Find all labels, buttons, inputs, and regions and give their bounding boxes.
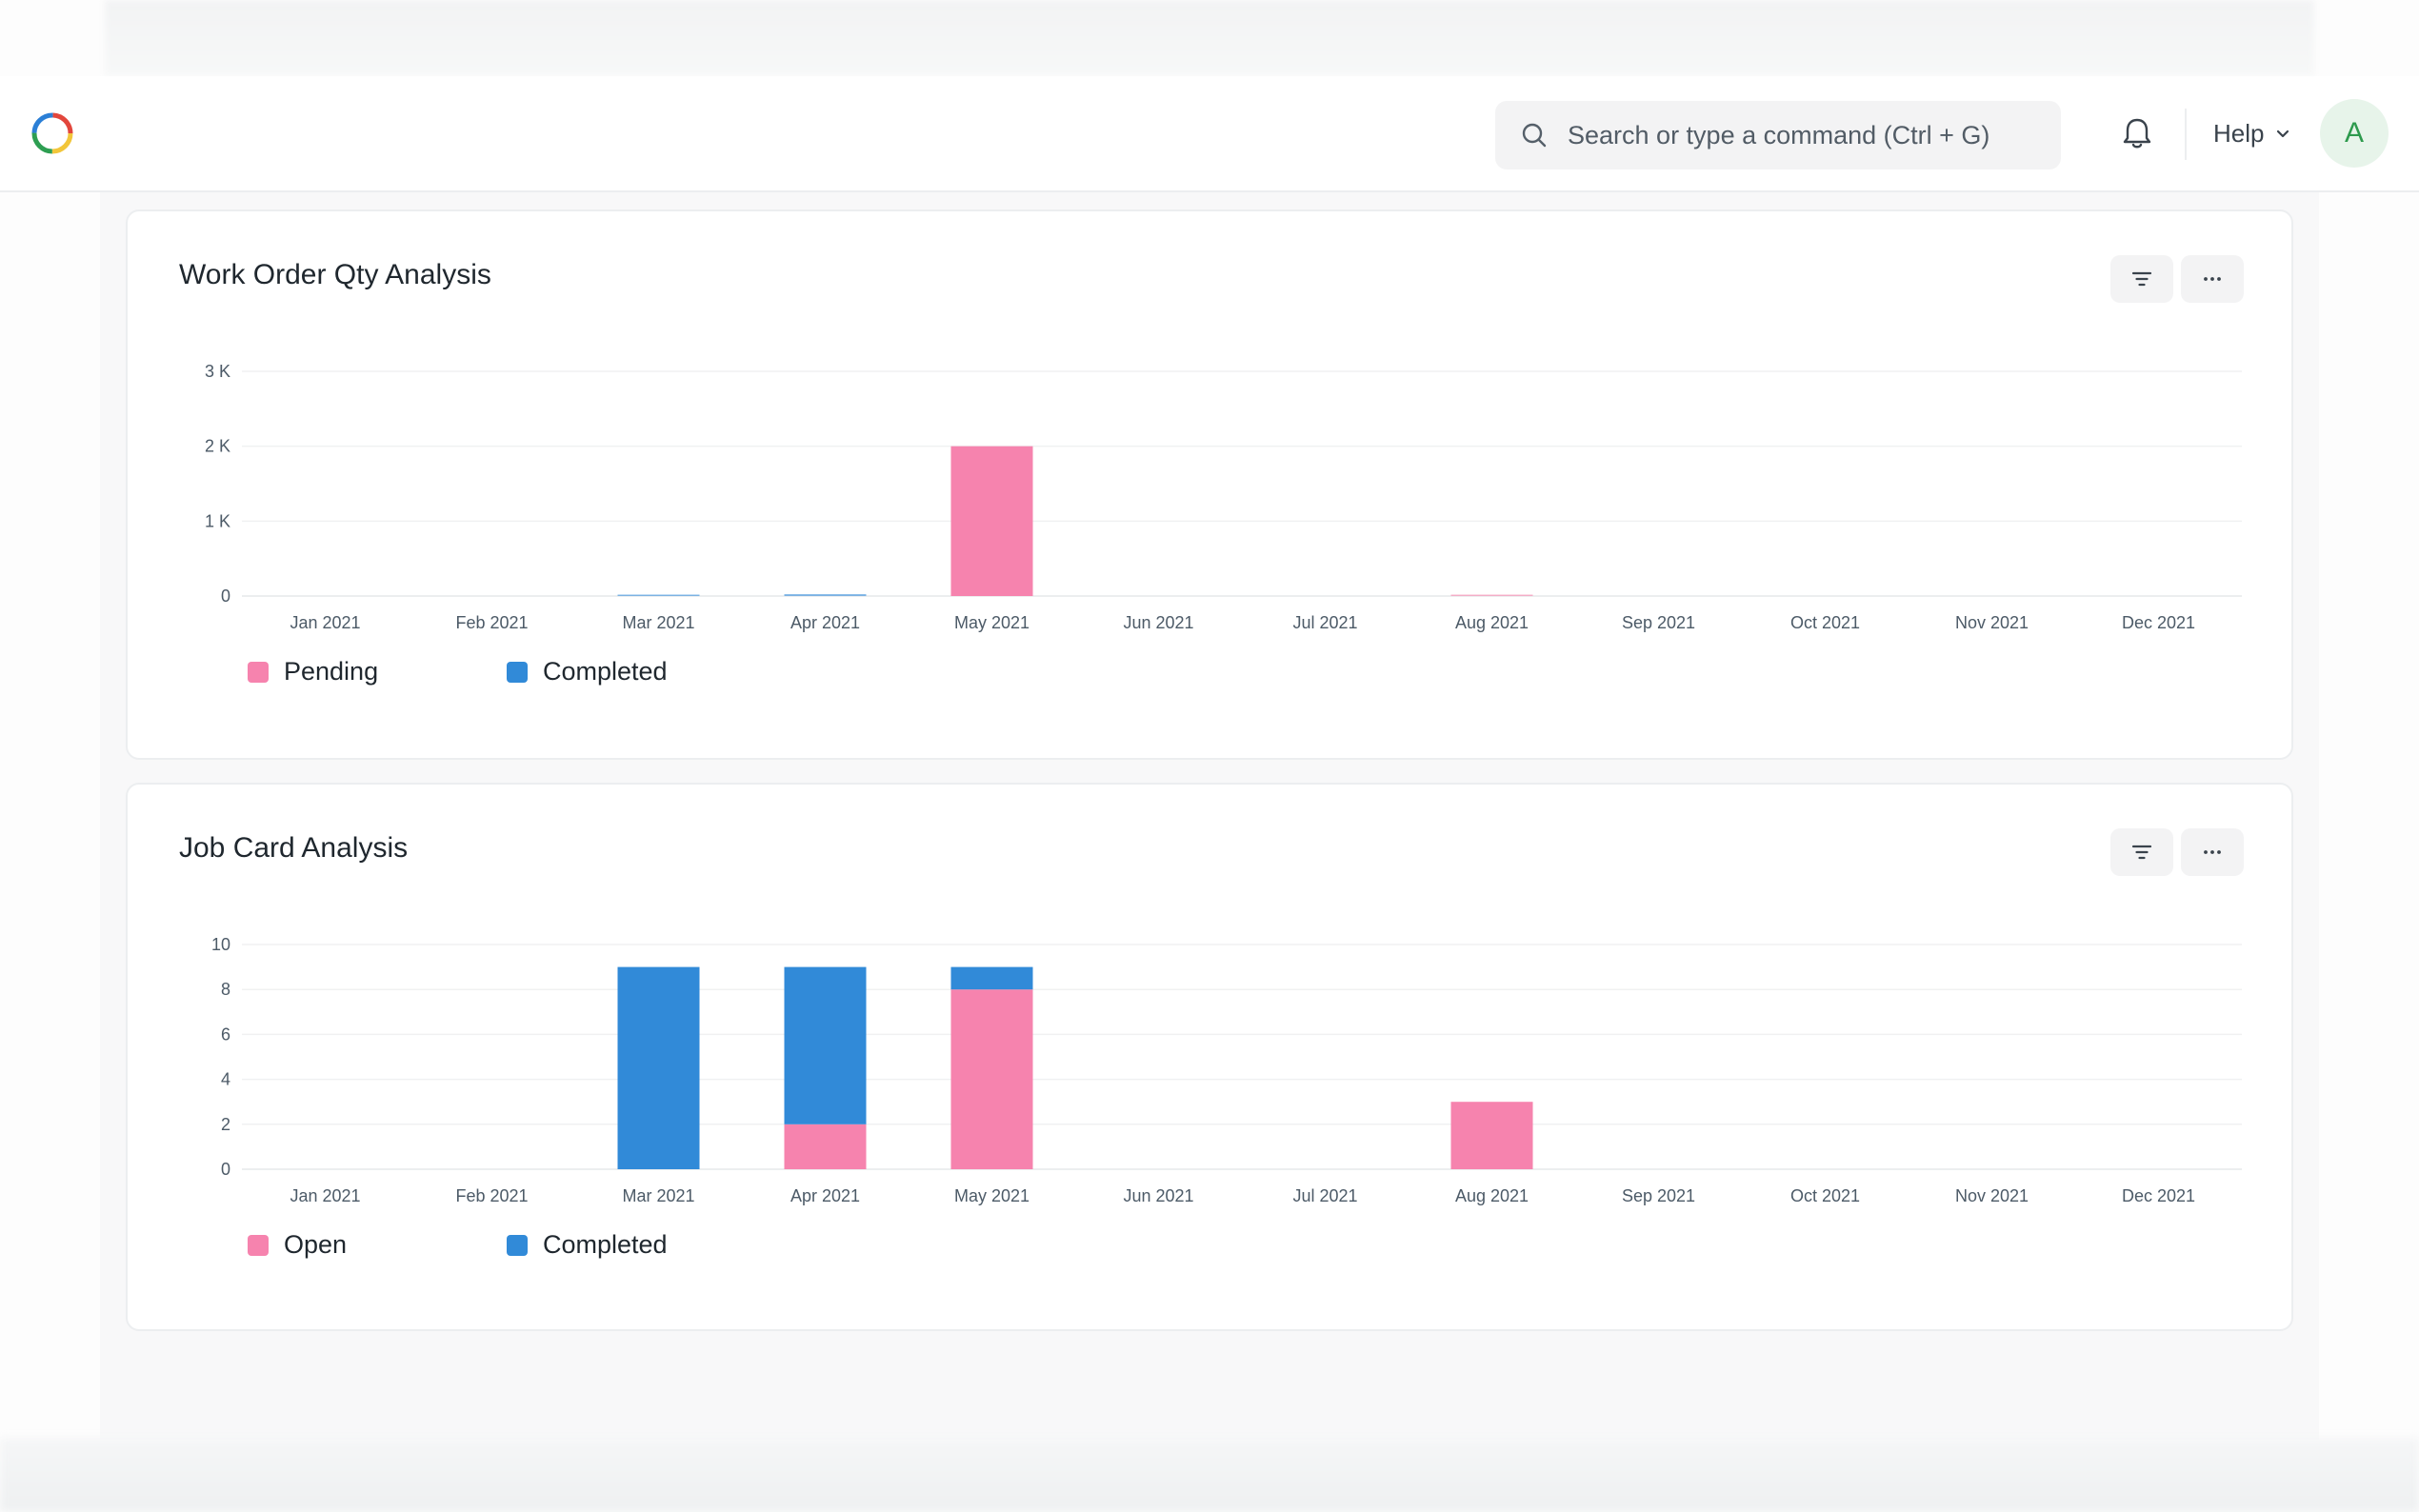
background-blur-top: [105, 0, 2314, 76]
legend-item-completed[interactable]: Completed: [507, 1230, 766, 1260]
filter-button[interactable]: [2110, 828, 2173, 876]
y-tick-label: 6: [221, 1025, 230, 1044]
x-tick-label: Sep 2021: [1622, 1186, 1695, 1205]
bar-open-3: [784, 1124, 867, 1169]
x-tick-label: Aug 2021: [1455, 1186, 1529, 1205]
app-logo-icon[interactable]: [30, 111, 74, 155]
y-tick-label: 3 K: [205, 362, 230, 381]
x-tick-label: Mar 2021: [622, 613, 694, 632]
chevron-down-icon: [2277, 129, 2289, 138]
bar-open-4: [950, 989, 1033, 1169]
help-label: Help: [2213, 118, 2265, 148]
x-tick-label: Jun 2021: [1123, 1186, 1193, 1205]
y-tick-label: 0: [221, 587, 230, 606]
chart-legend: Pending Completed: [248, 657, 766, 686]
bar-completed-3: [784, 594, 867, 596]
card-title: Job Card Analysis: [179, 832, 409, 864]
bar-completed-4: [950, 966, 1033, 990]
x-tick-label: Jun 2021: [1123, 613, 1193, 632]
x-tick-label: Dec 2021: [2122, 613, 2195, 632]
x-tick-label: Aug 2021: [1455, 613, 1529, 632]
x-tick-label: Jul 2021: [1292, 1186, 1357, 1205]
y-tick-label: 10: [211, 935, 230, 954]
more-options-button[interactable]: [2181, 828, 2244, 876]
x-tick-label: Oct 2021: [1790, 613, 1860, 632]
x-tick-label: Feb 2021: [455, 613, 528, 632]
more-options-button[interactable]: [2181, 255, 2244, 303]
x-tick-label: Sep 2021: [1622, 613, 1695, 632]
search-bar[interactable]: [1495, 101, 2061, 169]
y-tick-label: 2 K: [205, 437, 230, 456]
x-tick-label: Nov 2021: [1955, 613, 2029, 632]
job-card-chart: 0 2 4 6 8 10 Jan 2021 Feb 2021 Mar 2021 Apr 2021 M…: [211, 935, 2242, 1205]
search-input[interactable]: [1566, 119, 2046, 151]
bar-pending-7: [1450, 594, 1533, 596]
navbar-divider: [2185, 109, 2187, 160]
y-tick-label: 1 K: [205, 511, 230, 530]
legend-label: Pending: [284, 657, 379, 686]
chart-legend: Open Completed: [248, 1230, 766, 1260]
x-tick-label: Dec 2021: [2122, 1186, 2195, 1205]
x-tick-label: Jan 2021: [290, 1186, 360, 1205]
x-tick-label: May 2021: [954, 613, 1030, 632]
card-title: Work Order Qty Analysis: [179, 259, 491, 290]
bar-open-7: [1450, 1102, 1533, 1169]
x-tick-label: Nov 2021: [1955, 1186, 2029, 1205]
notification-bell-icon[interactable]: [2118, 114, 2156, 152]
x-tick-label: Feb 2021: [455, 1186, 528, 1205]
filter-icon: [2131, 845, 2152, 860]
job-card-analysis-card: Job Card Analysis 0 2 4 6 8 10 Jan 2021 Feb 202…: [126, 783, 2293, 1331]
filter-icon: [2131, 271, 2152, 287]
y-tick-label: 8: [221, 980, 230, 999]
legend-item-pending[interactable]: Pending: [248, 657, 507, 686]
bar-completed-2: [617, 594, 700, 596]
search-icon: [1522, 123, 1547, 148]
filter-button[interactable]: [2110, 255, 2173, 303]
x-tick-label: Apr 2021: [790, 613, 860, 632]
x-tick-label: Jan 2021: [290, 613, 360, 632]
help-dropdown[interactable]: Help: [2213, 116, 2292, 150]
bar-completed-3: [784, 966, 867, 1124]
legend-label: Completed: [543, 1230, 668, 1259]
navbar: Help A: [0, 76, 2419, 192]
x-tick-label: Apr 2021: [790, 1186, 860, 1205]
y-tick-label: 4: [221, 1070, 230, 1089]
bar-pending-4: [950, 446, 1033, 596]
legend-swatch: [507, 661, 528, 683]
x-tick-label: Oct 2021: [1790, 1186, 1860, 1205]
background-blur-bottom: [0, 1438, 2419, 1512]
legend-swatch: [248, 1234, 269, 1256]
legend-item-completed[interactable]: Completed: [507, 657, 766, 686]
y-tick-label: 0: [221, 1160, 230, 1179]
more-icon: [2204, 277, 2221, 281]
legend-label: Completed: [543, 657, 668, 686]
work-order-qty-chart: 0 1 K 2 K 3 K Jan 2021 Feb 2021 Mar 2021 Apr 20…: [205, 362, 2242, 632]
legend-swatch: [507, 1234, 528, 1256]
y-tick-label: 2: [221, 1115, 230, 1134]
bar-completed-2: [617, 966, 700, 1169]
legend-label: Open: [284, 1230, 348, 1259]
legend-swatch: [248, 661, 269, 683]
avatar[interactable]: A: [2320, 99, 2389, 168]
work-order-qty-card: Work Order Qty Analysis 0 1 K 2 K 3 K Jan 20…: [126, 209, 2293, 760]
more-icon: [2204, 850, 2221, 854]
legend-item-open[interactable]: Open: [248, 1230, 507, 1260]
x-tick-label: May 2021: [954, 1186, 1030, 1205]
x-tick-label: Jul 2021: [1292, 613, 1357, 632]
x-tick-label: Mar 2021: [622, 1186, 694, 1205]
